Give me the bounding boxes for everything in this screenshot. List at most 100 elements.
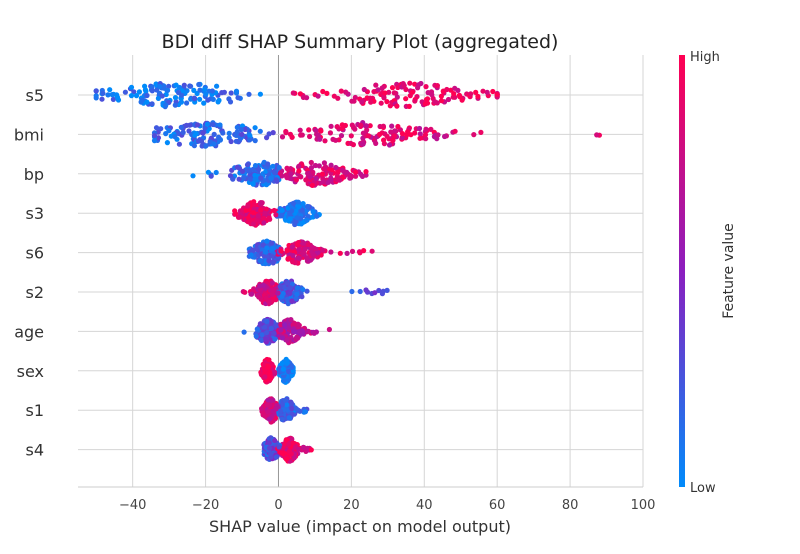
- shap-point-s2: [275, 290, 281, 296]
- shap-point-bp: [241, 174, 247, 181]
- shap-point-bp: [309, 182, 315, 188]
- shap-point-s5: [394, 103, 400, 109]
- shap-point-bmi: [155, 135, 161, 141]
- shap-point-bmi: [247, 133, 253, 139]
- shap-point-age: [278, 327, 284, 333]
- shap-point-bmi: [338, 133, 345, 139]
- shap-point-s5: [384, 99, 390, 105]
- shap-point-s5: [459, 97, 465, 103]
- shap-point-s5: [196, 81, 202, 88]
- shap-point-s5: [221, 89, 227, 95]
- shap-point-s6: [253, 246, 259, 252]
- feature-label-bp: bp: [24, 165, 44, 184]
- shap-point-bmi: [417, 131, 423, 137]
- shap-point-bp: [270, 163, 276, 169]
- shap-point-s5: [331, 93, 337, 99]
- shap-point-bp: [363, 172, 369, 178]
- shap-point-bmi: [358, 122, 364, 128]
- shap-point-s6: [266, 258, 272, 264]
- shap-point-s2: [269, 291, 275, 297]
- shap-point-s2: [304, 288, 310, 294]
- shap-point-s3: [243, 207, 249, 213]
- shap-point-sex: [266, 369, 272, 376]
- shap-point-age: [258, 337, 264, 343]
- shap-point-bp: [268, 175, 274, 181]
- shap-point-s3: [279, 212, 285, 218]
- shap-point-bmi: [392, 128, 398, 134]
- shap-point-age: [279, 335, 286, 341]
- shap-point-s2: [260, 282, 266, 288]
- shap-point-s5: [290, 90, 296, 96]
- shap-point-bp: [334, 176, 340, 183]
- shap-point-s5: [424, 96, 431, 102]
- shap-point-s6: [264, 245, 270, 251]
- x-tick-label: 100: [631, 498, 656, 513]
- shap-point-s5: [184, 100, 190, 106]
- feature-label-s2: s2: [25, 283, 44, 302]
- shap-point-bmi: [203, 143, 209, 149]
- shap-point-bp: [252, 176, 258, 182]
- shap-point-s2: [300, 286, 306, 293]
- shap-point-s6: [302, 246, 308, 252]
- shap-point-s3: [294, 215, 300, 221]
- shap-point-bmi: [395, 123, 401, 130]
- shap-point-s6: [264, 238, 270, 244]
- shap-point-sex: [285, 368, 291, 374]
- shap-point-bmi: [306, 127, 312, 133]
- shap-point-bp: [358, 171, 364, 177]
- shap-point-s5: [165, 87, 171, 93]
- feature-label-s6: s6: [25, 244, 44, 263]
- shap-point-sex: [262, 374, 268, 380]
- shap-point-s4: [286, 441, 292, 447]
- shap-point-bp: [328, 162, 334, 168]
- shap-point-age: [284, 337, 290, 343]
- shap-point-age: [254, 326, 260, 332]
- colorbar-high-label: High: [690, 50, 720, 65]
- shap-point-s5: [401, 83, 407, 89]
- shap-point-s5: [361, 86, 367, 93]
- shap-point-s1: [262, 413, 268, 419]
- shap-point-sex: [284, 360, 290, 366]
- shap-point-bp: [205, 169, 211, 175]
- shap-point-bmi: [164, 140, 170, 146]
- shap-point-s3: [290, 200, 297, 206]
- shap-point-bmi: [339, 125, 345, 131]
- shap-point-s1: [293, 406, 299, 412]
- shap-point-age: [264, 330, 270, 336]
- shap-point-age: [272, 336, 278, 342]
- shap-point-s1: [265, 397, 271, 403]
- shap-point-s4: [273, 454, 279, 460]
- shap-point-s5: [194, 90, 200, 97]
- x-axis-label: SHAP value (impact on model output): [209, 517, 511, 536]
- shap-point-s6: [248, 252, 254, 258]
- shap-point-sex: [266, 364, 272, 370]
- shap-point-s1: [284, 402, 290, 408]
- shap-point-s4: [266, 445, 273, 451]
- shap-point-s5: [422, 101, 428, 107]
- shap-point-s6: [270, 260, 276, 266]
- shap-point-s3: [250, 210, 256, 216]
- feature-label-s4: s4: [25, 441, 44, 460]
- shap-point-s6: [290, 259, 296, 265]
- shap-point-s5: [175, 89, 182, 96]
- shap-point-s5: [197, 87, 203, 93]
- shap-point-s5: [300, 94, 306, 100]
- shap-point-s5: [138, 99, 144, 105]
- shap-point-age: [291, 320, 297, 326]
- shap-point-bmi: [166, 128, 172, 134]
- shap-point-bmi: [327, 130, 333, 136]
- shap-point-bmi: [416, 125, 423, 132]
- shap-point-bmi: [238, 127, 244, 133]
- shap-point-s5: [149, 101, 155, 107]
- shap-point-s5: [233, 88, 240, 94]
- shap-point-s3: [232, 208, 238, 214]
- shap-point-s2: [372, 290, 378, 296]
- shap-point-bp: [353, 173, 359, 179]
- shap-point-s5: [173, 82, 179, 88]
- shap-point-bmi: [313, 127, 319, 134]
- shap-point-s2: [363, 287, 369, 293]
- shap-point-s1: [277, 408, 284, 414]
- shap-point-s5: [163, 102, 169, 108]
- shap-point-bp: [230, 176, 236, 182]
